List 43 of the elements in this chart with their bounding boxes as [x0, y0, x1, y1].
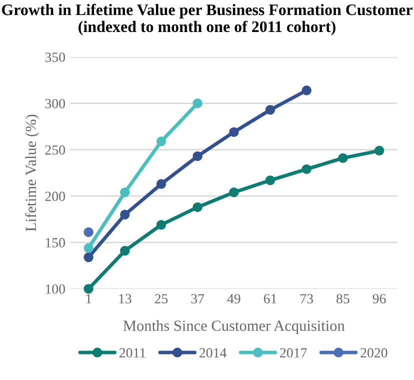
point — [265, 175, 276, 186]
chart-title: Growth in Lifetime Value per Business Formation Customer (indexed to month one of 2011 cohort) — [2, 4, 412, 36]
y-tick-label: 100 — [46, 284, 65, 294]
y-axis-title: Lifetime Value (%) — [25, 114, 40, 232]
point — [84, 227, 94, 238]
point — [229, 188, 239, 198]
point — [192, 202, 202, 212]
x-tick-label: 85 — [336, 294, 350, 304]
y-tick-label: 250 — [45, 145, 65, 155]
legend-label: 2017 — [280, 348, 307, 358]
point — [84, 252, 94, 262]
x-tick-label: 96 — [372, 294, 386, 304]
point — [192, 151, 202, 162]
x-tick-label: 13 — [119, 294, 132, 304]
x-tick-label: 49 — [227, 294, 240, 304]
x-tick-label: 61 — [264, 294, 276, 304]
point — [156, 136, 166, 146]
legend-label: 2020 — [360, 348, 388, 358]
x-tick-label: 73 — [300, 294, 313, 304]
point — [84, 243, 94, 253]
y-tick-label: 300 — [45, 98, 65, 108]
x-tick-label: 25 — [154, 294, 168, 304]
point — [120, 210, 130, 220]
point — [120, 246, 130, 256]
point — [120, 188, 130, 198]
x-axis-title: Months Since Customer Acquisition — [123, 320, 345, 334]
x-tick-label: 1 — [86, 294, 92, 304]
point — [156, 220, 166, 230]
x-tick-label: 37 — [191, 294, 204, 304]
y-tick-label: 350 — [45, 52, 65, 62]
point — [302, 86, 312, 96]
legend-label: 2011 — [120, 348, 146, 358]
point — [302, 164, 312, 174]
point — [192, 98, 202, 108]
point — [338, 153, 348, 163]
point — [229, 127, 239, 137]
y-tick-label: 150 — [46, 238, 65, 248]
point — [265, 104, 276, 115]
y-tick-label: 200 — [45, 192, 65, 202]
legend-label: 2014 — [200, 348, 226, 358]
point — [374, 146, 384, 156]
point — [156, 179, 166, 189]
point — [84, 284, 94, 294]
